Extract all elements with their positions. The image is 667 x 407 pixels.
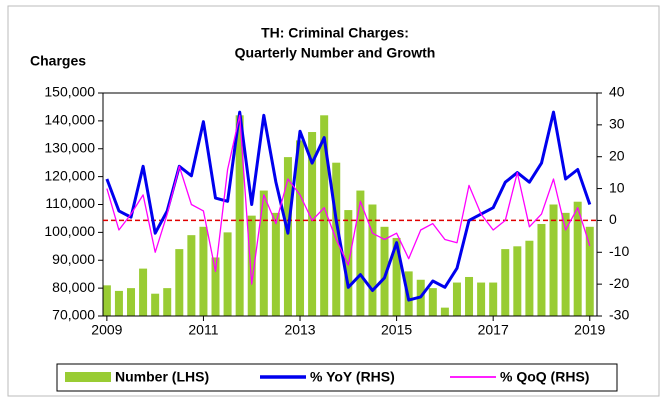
bar: [102, 285, 111, 316]
bar: [211, 257, 220, 316]
bar: [368, 204, 377, 316]
bar: [199, 226, 208, 316]
bar: [247, 215, 256, 316]
legend-box: [56, 363, 618, 392]
y-tick-label: 70,000: [52, 307, 95, 323]
line: [105, 110, 592, 302]
legend-label: % YoY (RHS): [310, 369, 395, 385]
bar: [477, 282, 486, 316]
bar: [392, 237, 401, 316]
y2-tick-label: -20: [609, 275, 629, 291]
bar: [127, 288, 136, 316]
y-tick-label: 140,000: [44, 112, 95, 128]
x-tick-label: 2011: [188, 322, 218, 338]
bar: [356, 190, 365, 316]
bar: [235, 115, 244, 316]
chart-title: TH: Criminal Charges:: [261, 25, 409, 41]
bar: [114, 290, 123, 316]
y2-tick-label: 10: [609, 179, 625, 195]
bar: [283, 157, 292, 316]
y-tick-label: 130,000: [44, 139, 95, 155]
y2-tick-label: -30: [609, 307, 629, 323]
bar: [296, 140, 305, 316]
x-tick-label: 2017: [478, 322, 509, 338]
bar: [320, 115, 329, 316]
bar: [585, 226, 594, 316]
y-tick-label: 120,000: [44, 167, 95, 183]
y-axis-label: Charges: [30, 53, 86, 69]
legend-label: Number (LHS): [115, 369, 209, 385]
bar: [151, 293, 160, 316]
bar: [440, 307, 449, 316]
bar: [537, 224, 546, 316]
y2-tick-label: -10: [609, 243, 629, 259]
y2-tick-label: 20: [609, 147, 625, 163]
line: [106, 114, 591, 285]
x-tick-label: 2009: [91, 322, 122, 338]
bar: [549, 204, 558, 316]
y-tick-label: 90,000: [52, 251, 95, 267]
y-tick-label: 80,000: [52, 279, 95, 295]
y-tick-label: 110,000: [45, 195, 95, 211]
y2-tick-label: 0: [609, 211, 617, 227]
bar: [525, 240, 534, 316]
bar: [561, 212, 570, 316]
bar: [573, 201, 582, 316]
x-tick-label: 2019: [574, 322, 605, 338]
bar: [187, 235, 196, 316]
bar: [271, 212, 280, 316]
bar: [308, 132, 317, 316]
y2-tick-label: 40: [609, 84, 625, 100]
y-tick-label: 100,000: [44, 223, 95, 239]
bar: [259, 190, 268, 316]
bar: [380, 226, 389, 316]
legend-swatch: [65, 372, 111, 382]
bar: [139, 268, 148, 316]
y-tick-label: 150,000: [44, 84, 95, 100]
bar: [428, 288, 437, 316]
bar: [501, 249, 510, 316]
x-tick-label: 2015: [381, 322, 412, 338]
bar: [163, 288, 172, 316]
bar: [175, 249, 184, 316]
y2-tick-label: 30: [609, 116, 625, 132]
chart-title: Quarterly Number and Growth: [235, 45, 436, 61]
bar: [489, 282, 498, 316]
bar: [513, 246, 522, 316]
bar: [452, 282, 461, 316]
bar: [465, 276, 474, 316]
x-tick-label: 2013: [284, 322, 315, 338]
legend-label: % QoQ (RHS): [500, 369, 589, 385]
bar: [223, 232, 232, 316]
